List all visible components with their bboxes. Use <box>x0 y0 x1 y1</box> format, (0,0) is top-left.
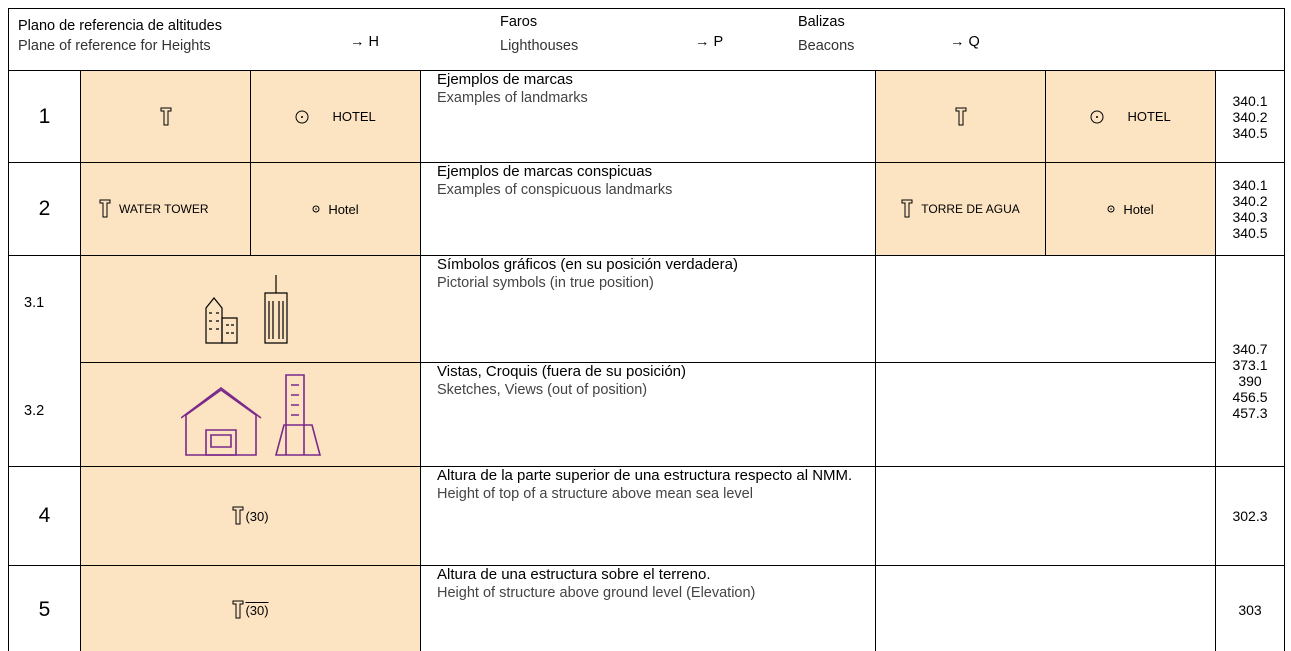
references: 303 <box>1215 565 1285 651</box>
ref: 390 <box>1238 373 1262 389</box>
description-en: Examples of conspicuous landmarks <box>437 182 673 198</box>
ref: 456.5 <box>1232 389 1268 405</box>
label: HOTEL <box>1127 109 1171 124</box>
description-es: Símbolos gráficos (en su posición verdad… <box>437 256 738 273</box>
ref: 340.1 <box>1232 92 1268 109</box>
tower-icon <box>955 107 966 125</box>
buildings-icon <box>204 275 288 344</box>
empty-cell <box>875 255 1216 363</box>
description-es: Altura de una estructura sobre el terren… <box>437 566 711 583</box>
header-symbol: → Q <box>950 34 980 50</box>
ref: 340.1 <box>1232 177 1268 193</box>
ref: 340.5 <box>1232 225 1268 241</box>
circle-icon <box>1107 205 1115 213</box>
label: TORRE DE AGUA <box>921 202 1020 216</box>
description: Símbolos gráficos (en su posición verdad… <box>420 255 876 363</box>
references: 340.1 340.2 340.5 <box>1215 70 1285 163</box>
header-en: Beacons <box>798 38 855 54</box>
row-number: 2 <box>8 162 81 256</box>
symbol-cell: HOTEL <box>1045 70 1216 163</box>
label: HOTEL <box>332 109 376 124</box>
row-number-cell <box>8 255 81 467</box>
references: 340.7 373.1 390 456.5 457.3 <box>1215 255 1285 467</box>
description-es: Altura de la parte superior de una estru… <box>437 467 853 484</box>
description-es: Vistas, Croquis (fuera de su posición) <box>437 363 687 380</box>
symbol-cell <box>875 70 1046 163</box>
header-es: Plano de referencia de altitudes <box>18 18 222 34</box>
circle-icon <box>1090 110 1104 123</box>
description-en: Sketches, Views (out of position) <box>437 382 648 398</box>
ref: 302.3 <box>1232 508 1268 524</box>
label: WATER TOWER <box>119 202 209 216</box>
symbol-cell <box>80 255 421 363</box>
description-es: Ejemplos de marcas conspicuas <box>437 163 653 180</box>
symbol-cell: (30) <box>80 565 421 651</box>
description-en: Pictorial symbols (in true position) <box>437 275 654 291</box>
row-number: 3.2 <box>24 403 45 419</box>
description-en: Height of structure above ground level (… <box>437 585 756 601</box>
label: (30) <box>245 508 269 524</box>
tower-icon <box>99 199 111 218</box>
header-en: Lighthouses <box>500 38 579 54</box>
header-symbol: → H <box>350 34 379 50</box>
tower-icon <box>232 600 244 619</box>
description-en: Height of top of a structure above mean … <box>437 486 753 502</box>
header-es: Faros <box>500 14 538 30</box>
header-es: Balizas <box>798 14 845 30</box>
circle-icon <box>312 205 320 213</box>
description: Vistas, Croquis (fuera de su posición) Sk… <box>420 362 876 467</box>
symbol-cell: HOTEL <box>250 70 421 163</box>
references: 302.3 <box>1215 466 1285 566</box>
tower-icon <box>901 199 913 218</box>
label: Hotel <box>328 201 359 217</box>
description: Ejemplos de marcas Examples of landmarks <box>420 70 876 163</box>
header-symbol: → P <box>695 34 724 50</box>
ref: 340.5 <box>1232 124 1268 141</box>
row-number: 1 <box>8 70 81 163</box>
symbol-cell: (30) <box>80 466 421 566</box>
description: Ejemplos de marcas conspicuas Examples of… <box>420 162 876 256</box>
ref: 457.3 <box>1232 405 1268 421</box>
label: Hotel <box>1123 201 1154 217</box>
circle-icon <box>295 110 309 123</box>
tower-icon <box>232 506 244 525</box>
ref: 303 <box>1238 602 1262 618</box>
symbol-cell: TORRE DE AGUA <box>875 162 1046 256</box>
symbol-cell <box>80 70 251 163</box>
description-es: Ejemplos de marcas <box>437 71 573 88</box>
tower-icon <box>160 107 171 125</box>
description: Altura de una estructura sobre el terren… <box>420 565 876 651</box>
description-en: Examples of landmarks <box>437 90 588 106</box>
header-en: Plane of reference for Heights <box>18 38 211 54</box>
symbol-cell: Hotel <box>1045 162 1216 256</box>
symbol-cell: Hotel <box>250 162 421 256</box>
symbol-cell: WATER TOWER <box>80 162 251 256</box>
empty-cell <box>875 565 1216 651</box>
ref: 373.1 <box>1232 357 1268 373</box>
empty-cell <box>875 466 1216 566</box>
ref: 340.2 <box>1232 108 1268 125</box>
sketches-icon <box>180 373 321 456</box>
row-number: 5 <box>8 565 81 651</box>
label: (30) <box>245 602 269 618</box>
empty-cell <box>875 362 1216 467</box>
row-number: 4 <box>8 466 81 566</box>
references: 340.1 340.2 340.3 340.5 <box>1215 162 1285 256</box>
row-number: 3.1 <box>24 295 45 311</box>
description: Altura de la parte superior de una estru… <box>420 466 876 566</box>
symbol-cell <box>80 362 421 467</box>
ref: 340.3 <box>1232 209 1268 225</box>
ref: 340.7 <box>1232 341 1268 357</box>
ref: 340.2 <box>1232 193 1268 209</box>
